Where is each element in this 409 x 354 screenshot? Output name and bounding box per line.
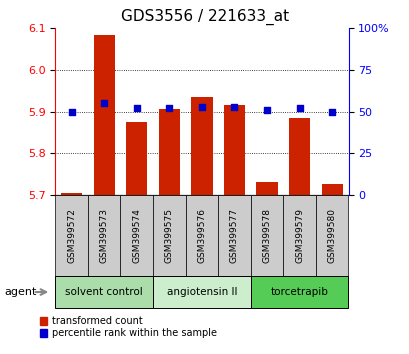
Bar xyxy=(120,195,153,276)
Bar xyxy=(191,97,212,195)
Point xyxy=(296,105,302,111)
Bar xyxy=(256,182,277,195)
Bar xyxy=(153,195,185,276)
Bar xyxy=(93,35,115,195)
Text: GSM399579: GSM399579 xyxy=(294,208,303,263)
Bar xyxy=(321,184,342,195)
Legend: transformed count, percentile rank within the sample: transformed count, percentile rank withi… xyxy=(40,316,217,338)
Bar xyxy=(126,122,147,195)
Text: GSM399578: GSM399578 xyxy=(262,208,271,263)
Bar xyxy=(88,195,120,276)
Bar xyxy=(61,193,82,195)
Bar xyxy=(158,109,180,195)
Point xyxy=(231,104,237,109)
Text: GDS3556 / 221633_at: GDS3556 / 221633_at xyxy=(121,9,288,25)
Text: GSM399577: GSM399577 xyxy=(229,208,238,263)
Bar xyxy=(153,276,250,308)
Text: torcetrapib: torcetrapib xyxy=(270,287,328,297)
Point xyxy=(133,105,140,111)
Text: GSM399576: GSM399576 xyxy=(197,208,206,263)
Point xyxy=(263,107,270,113)
Bar xyxy=(283,195,315,276)
Point xyxy=(101,101,107,106)
Point xyxy=(166,105,172,111)
Text: GSM399573: GSM399573 xyxy=(99,208,108,263)
Text: solvent control: solvent control xyxy=(65,287,143,297)
Bar xyxy=(288,118,310,195)
Text: GSM399580: GSM399580 xyxy=(327,208,336,263)
Text: GSM399575: GSM399575 xyxy=(164,208,173,263)
Text: angiotensin II: angiotensin II xyxy=(166,287,236,297)
Text: GSM399572: GSM399572 xyxy=(67,208,76,263)
Bar xyxy=(218,195,250,276)
Bar xyxy=(55,195,88,276)
Bar xyxy=(250,276,348,308)
Point xyxy=(328,109,335,114)
Point xyxy=(68,109,75,114)
Text: GSM399574: GSM399574 xyxy=(132,208,141,263)
Bar xyxy=(315,195,348,276)
Text: agent: agent xyxy=(4,287,36,297)
Point xyxy=(198,104,204,109)
Bar xyxy=(223,105,245,195)
Bar xyxy=(185,195,218,276)
Bar xyxy=(55,276,153,308)
Bar xyxy=(250,195,283,276)
